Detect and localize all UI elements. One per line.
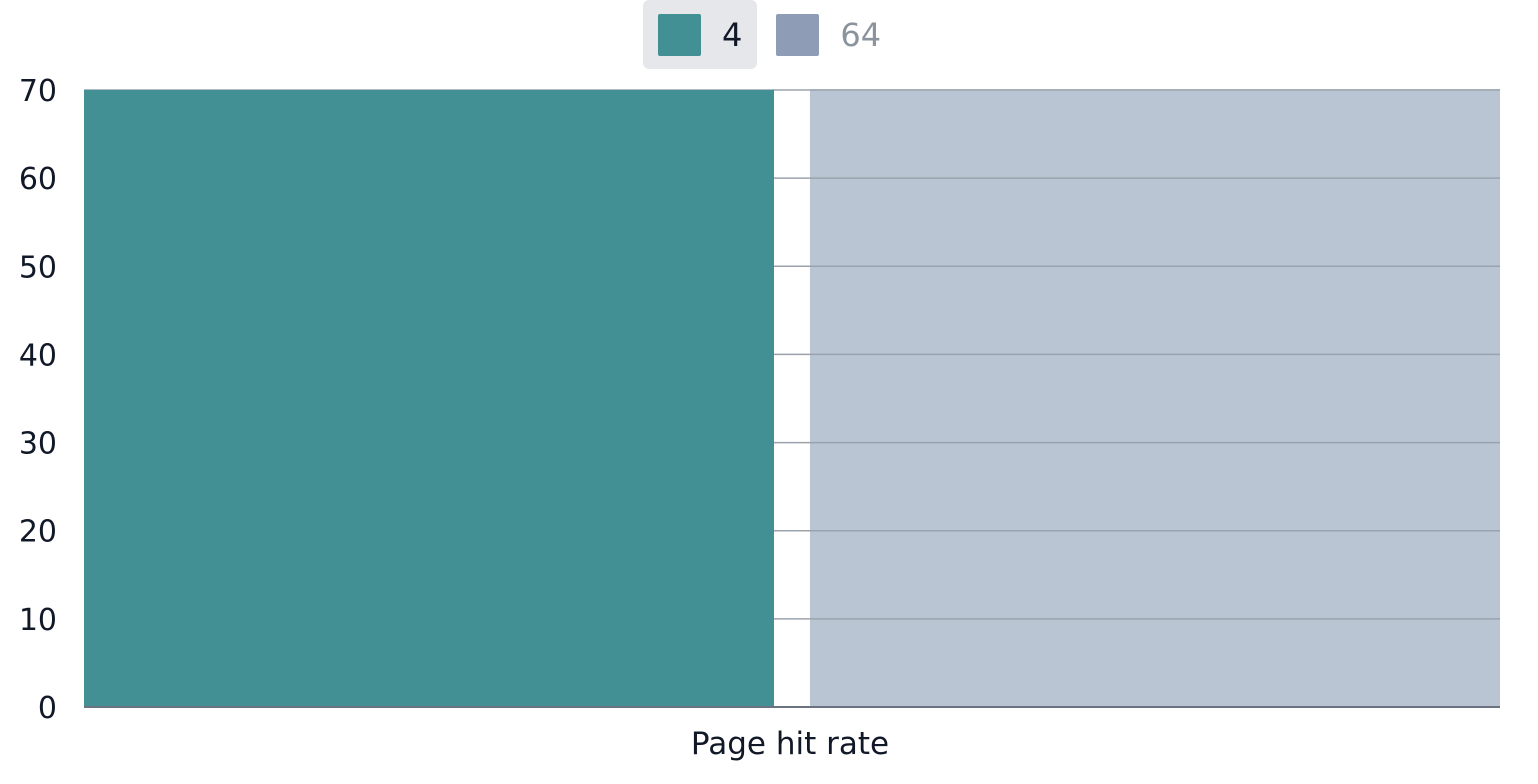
chart-legend: 4 64	[643, 0, 896, 69]
y-tick-label: 50	[19, 250, 57, 285]
legend-label-series-2: 64	[840, 15, 882, 54]
x-axis-title: Page hit rate	[691, 726, 889, 762]
legend-item-series-2[interactable]: 64	[761, 0, 896, 69]
y-tick-label: 40	[19, 338, 57, 373]
bar-series-1[interactable]	[84, 90, 774, 707]
bar-series-2[interactable]	[810, 90, 1500, 707]
y-tick-label: 70	[19, 74, 57, 109]
y-tick-label: 20	[19, 515, 57, 550]
y-tick-label: 60	[19, 162, 57, 197]
legend-item-series-1[interactable]: 4	[643, 0, 758, 69]
axes: 0 10 20 30 40 50 60 70	[19, 74, 1500, 726]
legend-swatch-series-1	[658, 13, 701, 56]
y-tick-label: 10	[19, 603, 57, 638]
y-tick-label: 30	[19, 427, 57, 462]
y-tick-label: 0	[38, 691, 57, 726]
bars	[84, 89, 1500, 707]
legend-swatch-series-2	[776, 13, 820, 56]
legend-label-series-1: 4	[722, 15, 743, 54]
